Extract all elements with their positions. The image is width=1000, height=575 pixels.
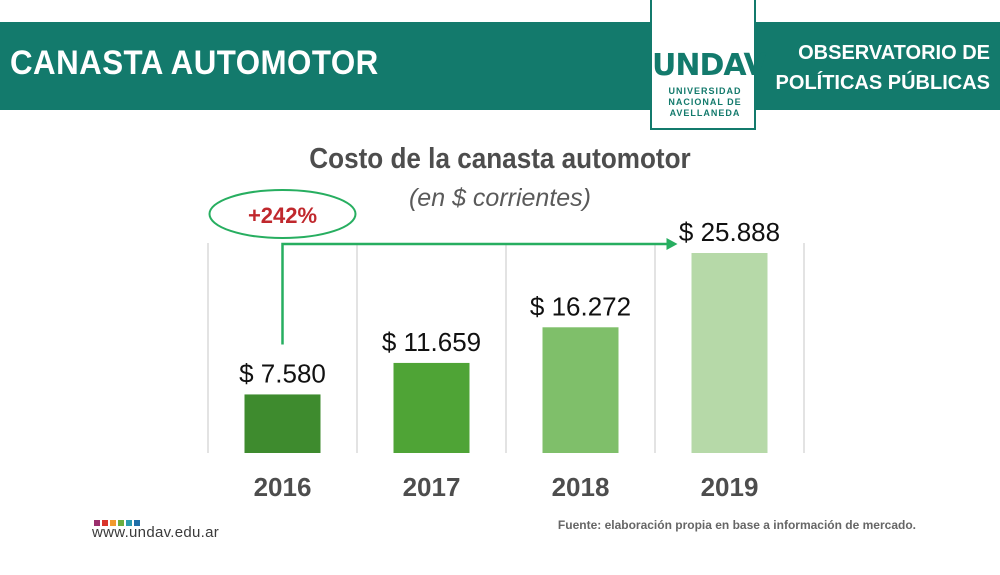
- page-title: CANASTA AUTOMOTOR: [10, 44, 379, 82]
- observatorio-line-1: OBSERVATORIO DE: [798, 42, 990, 64]
- bar-2016: [244, 394, 321, 453]
- logo-line-2: NACIONAL DE: [668, 97, 742, 107]
- chart-title: Costo de la canasta automotor: [309, 143, 691, 175]
- undav-logo: UNDAV UNIVERSIDAD NACIONAL DE AVELLANEDA: [650, 0, 767, 130]
- value-label-2016: $ 7.580: [239, 358, 326, 388]
- logo-line-3: AVELLANEDA: [669, 108, 741, 118]
- observatorio-label: OBSERVATORIO DE POLÍTICAS PÚBLICAS: [776, 38, 990, 98]
- brand-dot-3: [110, 520, 116, 526]
- header-bar: [0, 22, 1000, 110]
- x-tick-2017: 2017: [403, 472, 461, 502]
- x-tick-2016: 2016: [254, 472, 312, 502]
- growth-annotation: +242%: [248, 203, 317, 228]
- bar-2019: [691, 253, 768, 453]
- brand-dot-4: [118, 520, 124, 526]
- observatorio-line-2: POLÍTICAS PÚBLICAS: [775, 72, 990, 94]
- bar-2017: [393, 362, 470, 453]
- value-label-2018: $ 16.272: [530, 291, 631, 321]
- bar-2018: [542, 327, 619, 453]
- value-label-2019: $ 25.888: [679, 217, 780, 247]
- x-tick-2018: 2018: [552, 472, 610, 502]
- chart-subtitle: (en $ corrientes): [408, 184, 592, 212]
- brand-color-dots: [94, 513, 142, 531]
- growth-arrow-head: [666, 238, 678, 250]
- logo-mark: UNDAV: [652, 48, 767, 83]
- logo-line-1: UNIVERSIDAD: [668, 86, 742, 96]
- brand-dot-2: [102, 520, 108, 526]
- growth-annotation-ellipse: [208, 189, 357, 239]
- brand-dot-1: [94, 520, 100, 526]
- website-link[interactable]: www.undav.edu.ar: [92, 524, 220, 541]
- brand-dot-5: [126, 520, 132, 526]
- value-label-2017: $ 11.659: [382, 327, 481, 357]
- x-tick-2019: 2019: [701, 472, 759, 502]
- growth-arrow: [281, 242, 669, 345]
- brand-dot-6: [134, 520, 140, 526]
- source-note: Fuente: elaboración propia en base a inf…: [557, 518, 916, 532]
